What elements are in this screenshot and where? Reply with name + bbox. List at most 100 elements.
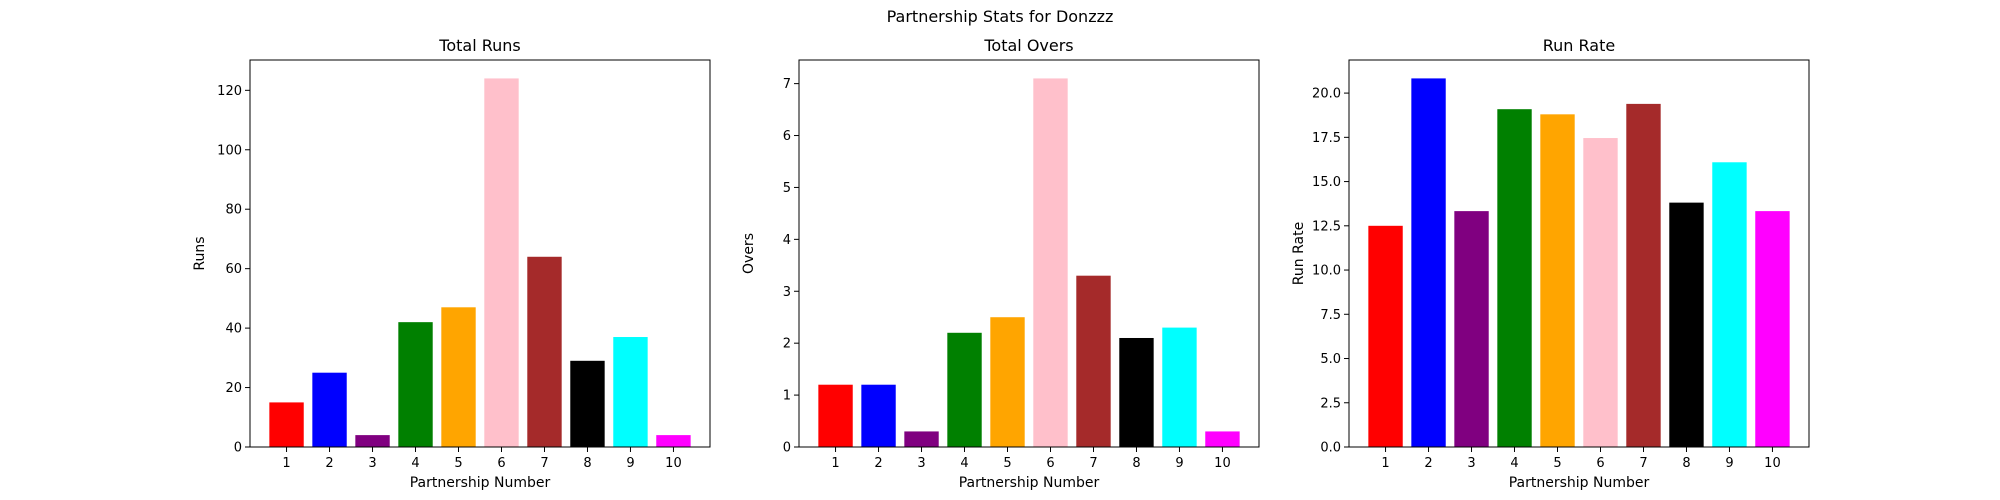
- x-tick-label: 8: [1132, 456, 1140, 471]
- x-tick-label: 5: [454, 456, 462, 471]
- x-tick-label: 3: [917, 456, 925, 471]
- x-tick-label: 7: [1639, 456, 1647, 471]
- y-tick-label: 7: [783, 77, 791, 92]
- x-tick-label: 4: [1510, 456, 1518, 471]
- bar-3: [904, 431, 939, 447]
- axes-frame: [798, 59, 1260, 448]
- x-axis-label: Partnership Number: [1509, 475, 1650, 491]
- y-tick-label: 2: [783, 337, 791, 352]
- x-tick-label: 1: [1381, 456, 1389, 471]
- bar-9: [613, 337, 648, 447]
- bar-9: [1162, 327, 1197, 447]
- bar-5: [990, 317, 1025, 447]
- bar-2: [1411, 78, 1446, 448]
- x-tick-label: 1: [282, 456, 290, 471]
- bar-1: [269, 402, 304, 447]
- y-tick-label: 100: [217, 143, 242, 158]
- y-tick-label: 15.0: [1312, 175, 1341, 190]
- bar-6: [1583, 138, 1618, 448]
- y-axis-label: Run Rate: [1291, 222, 1307, 285]
- bar-3: [355, 435, 390, 447]
- bar-7: [1076, 275, 1111, 447]
- x-tick-label: 4: [411, 456, 419, 471]
- x-tick-label: 3: [368, 456, 376, 471]
- x-tick-label: 2: [1424, 456, 1432, 471]
- x-tick-label: 2: [325, 456, 333, 471]
- y-tick-label: 12.5: [1312, 219, 1341, 234]
- y-tick-label: 0.0: [1320, 441, 1341, 456]
- y-axis-label: Overs: [741, 233, 757, 274]
- x-tick-label: 9: [1175, 456, 1183, 471]
- bar-4: [1497, 109, 1532, 447]
- x-tick-label: 6: [1596, 456, 1604, 471]
- x-tick-label: 7: [540, 456, 548, 471]
- bar-6: [484, 78, 519, 448]
- x-tick-label: 9: [626, 456, 634, 471]
- bar-4: [398, 322, 433, 447]
- y-tick-label: 2.5: [1320, 396, 1341, 411]
- bar-7: [527, 256, 562, 447]
- figure-title: Partnership Stats for Donzzz: [886, 7, 1114, 26]
- bar-10: [656, 435, 691, 447]
- chart-title: Run Rate: [1543, 36, 1615, 55]
- bar-8: [570, 360, 605, 447]
- bar-8: [1669, 202, 1704, 447]
- y-tick-label: 5: [783, 181, 791, 196]
- y-tick-label: 20.0: [1312, 87, 1341, 102]
- x-tick-label: 5: [1553, 456, 1561, 471]
- bar-4: [947, 332, 982, 447]
- x-tick-label: 8: [1682, 456, 1690, 471]
- chart-title: Total Runs: [438, 36, 520, 55]
- y-tick-label: 17.5: [1312, 131, 1341, 146]
- bar-7: [1626, 103, 1661, 447]
- x-tick-label: 10: [665, 456, 682, 471]
- chart-3: 1 2 3 4 5 6 7 8 9 10 0.0 2.5 5.0 7.5 10.0 12.5 15.0 17.5 2…: [1291, 36, 1810, 491]
- y-tick-label: 1: [783, 389, 791, 404]
- x-axis-label: Partnership Number: [410, 475, 551, 491]
- bar-2: [861, 384, 896, 447]
- y-tick-label: 6: [783, 129, 791, 144]
- chart-2: 1 2 3 4 5 6 7 8 9 10 0 1 2 3 4 5 6 7 Total Overs Partnershi…: [741, 36, 1260, 491]
- bar-1: [818, 384, 853, 447]
- x-tick-label: 7: [1089, 456, 1097, 471]
- x-tick-label: 10: [1764, 456, 1781, 471]
- y-tick-label: 0: [783, 441, 791, 456]
- y-tick-label: 20: [225, 381, 242, 396]
- bar-9: [1712, 162, 1747, 447]
- bar-2: [312, 372, 347, 447]
- x-tick-label: 4: [960, 456, 968, 471]
- x-tick-label: 1: [831, 456, 839, 471]
- y-axis-label: Runs: [192, 236, 208, 270]
- x-tick-label: 2: [874, 456, 882, 471]
- bar-5: [441, 307, 476, 447]
- chart-title: Total Overs: [983, 36, 1073, 55]
- x-axis-label: Partnership Number: [959, 475, 1100, 491]
- bar-10: [1205, 431, 1240, 447]
- y-tick-label: 80: [225, 203, 242, 218]
- axes-frame: [249, 59, 711, 448]
- x-tick-label: 6: [1046, 456, 1054, 471]
- bar-8: [1119, 337, 1154, 447]
- bar-1: [1368, 225, 1403, 447]
- y-tick-label: 120: [217, 84, 242, 99]
- y-tick-label: 0: [234, 441, 242, 456]
- y-tick-label: 3: [783, 285, 791, 300]
- y-tick-label: 10.0: [1312, 264, 1341, 279]
- bar-3: [1454, 211, 1489, 447]
- x-tick-label: 6: [497, 456, 505, 471]
- y-tick-label: 4: [783, 233, 791, 248]
- bar-5: [1540, 114, 1575, 447]
- y-tick-label: 60: [225, 262, 242, 277]
- x-tick-label: 10: [1214, 456, 1231, 471]
- x-tick-label: 9: [1725, 456, 1733, 471]
- y-tick-label: 5.0: [1320, 352, 1341, 367]
- x-tick-label: 3: [1467, 456, 1475, 471]
- bar-6: [1033, 78, 1068, 448]
- y-tick-label: 40: [225, 322, 242, 337]
- bar-10: [1755, 211, 1790, 447]
- y-tick-label: 7.5: [1320, 308, 1341, 323]
- axes-frame: [1348, 59, 1810, 448]
